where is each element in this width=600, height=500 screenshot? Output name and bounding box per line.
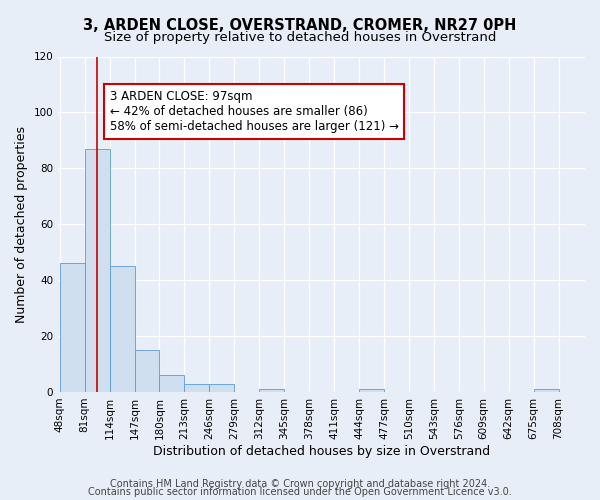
Text: Contains HM Land Registry data © Crown copyright and database right 2024.: Contains HM Land Registry data © Crown c… [110,479,490,489]
Bar [359,389,384,392]
Bar [134,350,160,392]
Text: Contains public sector information licensed under the Open Government Licence v3: Contains public sector information licen… [88,487,512,497]
X-axis label: Distribution of detached houses by size in Overstrand: Distribution of detached houses by size … [153,444,490,458]
Bar [259,389,284,392]
Text: 3 ARDEN CLOSE: 97sqm
← 42% of detached houses are smaller (86)
58% of semi-detac: 3 ARDEN CLOSE: 97sqm ← 42% of detached h… [110,90,398,133]
Bar [85,149,110,392]
Bar [533,389,559,392]
Bar [209,384,234,392]
Bar [160,375,184,392]
Bar [59,264,85,392]
Text: Size of property relative to detached houses in Overstrand: Size of property relative to detached ho… [104,31,496,44]
Text: 3, ARDEN CLOSE, OVERSTRAND, CROMER, NR27 0PH: 3, ARDEN CLOSE, OVERSTRAND, CROMER, NR27… [83,18,517,32]
Bar [110,266,134,392]
Y-axis label: Number of detached properties: Number of detached properties [15,126,28,322]
Bar [184,384,209,392]
